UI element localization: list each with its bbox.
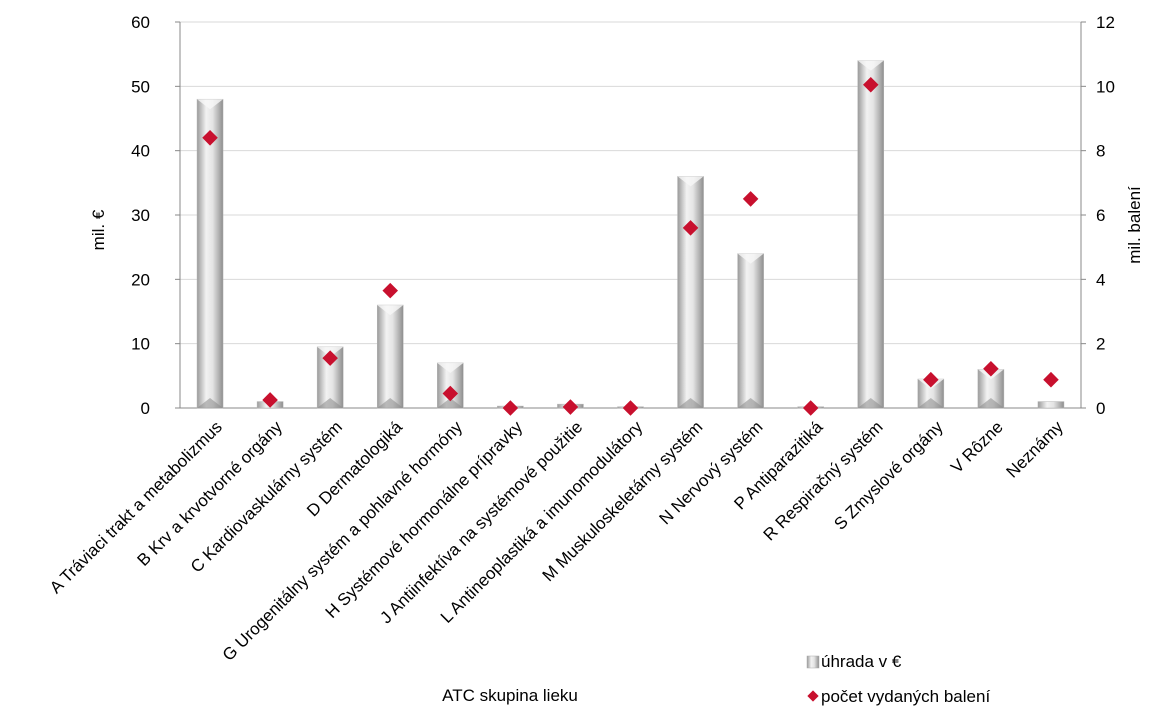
y2-tick-label: 2 <box>1096 335 1105 354</box>
legend-swatch-bar <box>806 655 820 669</box>
data-point <box>1043 371 1059 388</box>
category-label: Neznámy <box>1003 417 1068 482</box>
bar <box>857 60 885 409</box>
data-point <box>742 191 759 207</box>
legend-label-marker: počet vydaných balení <box>821 687 990 706</box>
y2-axis-title: mil. balení <box>1125 186 1144 264</box>
y-tick-label: 40 <box>131 142 150 161</box>
y-tick-label: 50 <box>131 77 150 96</box>
data-point <box>502 400 519 416</box>
gridlines <box>180 21 1081 409</box>
data-point <box>382 282 399 299</box>
category-label: S Zmyslové orgány <box>830 417 947 534</box>
y-tick-label: 10 <box>131 335 150 354</box>
bars <box>196 60 1065 409</box>
y2-tick-label: 6 <box>1096 206 1105 225</box>
bar-bottom-bevel <box>317 398 344 408</box>
bar-bottom-bevel <box>377 398 404 408</box>
bar-bottom-bevel <box>917 398 944 408</box>
y-tick-label: 30 <box>131 206 150 225</box>
category-label: R Respiračný systém <box>760 417 887 544</box>
bar <box>1037 401 1065 409</box>
bar-top-bevel <box>377 305 404 316</box>
bar-top-bevel <box>197 99 224 110</box>
legend-label-bar: úhrada v € <box>821 652 902 671</box>
data-point <box>562 399 579 415</box>
legend-item-marker: počet vydaných balení <box>807 687 990 706</box>
y2-tick-label: 10 <box>1096 77 1115 96</box>
bar-top-bevel <box>857 60 884 71</box>
y-axis-title: mil. € <box>89 209 108 250</box>
bar <box>677 176 704 409</box>
bar-bottom-bevel <box>197 398 224 408</box>
bar <box>737 253 764 409</box>
data-point <box>202 130 218 146</box>
y-axis-right: 0 2 4 6 8 10 12 <box>1080 13 1115 418</box>
y2-tick-label: 12 <box>1096 13 1115 32</box>
bar-bottom-bevel <box>737 398 764 408</box>
bar <box>196 98 224 409</box>
legend-item-bar: úhrada v € <box>806 652 902 671</box>
legend-swatch-marker <box>807 690 819 702</box>
y-tick-label: 20 <box>131 270 150 289</box>
legend: úhrada v € počet vydaných balení <box>806 652 990 706</box>
bar-bottom-bevel <box>677 398 704 408</box>
y2-tick-label: 4 <box>1096 270 1105 289</box>
y2-tick-label: 8 <box>1096 142 1105 161</box>
bar-bottom-bevel <box>857 398 884 408</box>
bar-top-bevel <box>677 176 704 187</box>
data-point <box>682 220 699 236</box>
x-axis-title: ATC skupina lieku <box>442 686 578 705</box>
bar-bottom-bevel <box>437 398 464 408</box>
markers <box>202 76 1059 416</box>
data-point <box>622 400 639 416</box>
y-tick-label: 60 <box>131 13 150 32</box>
y2-tick-label: 0 <box>1096 399 1105 418</box>
category-label: V Rôzne <box>947 417 1007 477</box>
y-axis-left: 0 10 20 30 40 50 60 <box>131 13 181 418</box>
data-point <box>802 400 819 416</box>
category-label: N Nervový systém <box>656 417 767 528</box>
bar-bottom-bevel <box>977 398 1004 408</box>
bar-top-bevel <box>737 253 764 264</box>
bar-top-bevel <box>437 362 464 373</box>
y-tick-label: 0 <box>141 399 150 418</box>
bar <box>376 304 404 409</box>
